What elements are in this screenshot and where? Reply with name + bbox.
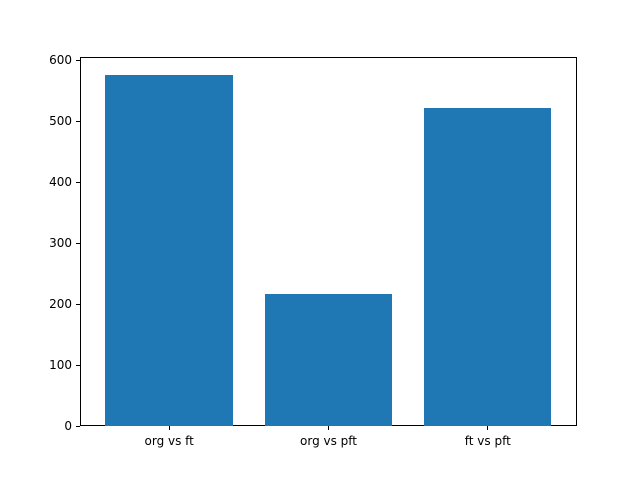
bar-ft-vs-pft xyxy=(424,107,552,426)
y-tick-mark xyxy=(76,120,80,122)
x-tick-mark xyxy=(487,426,489,430)
y-tick-label: 400 xyxy=(49,175,72,190)
y-tick-label: 100 xyxy=(49,358,72,372)
y-tick-label: 0 xyxy=(64,419,72,433)
x-tick-label-ft-vs-pft: ft vs pft xyxy=(464,434,511,448)
y-tick-mark xyxy=(76,425,80,427)
x-tick-label-org-vs-ft: org vs ft xyxy=(144,434,194,448)
bar-org-vs-ft xyxy=(105,75,233,426)
x-tick-label-org-vs-pft: org vs pft xyxy=(300,434,357,448)
y-tick-mark xyxy=(76,364,80,366)
y-tick-mark xyxy=(76,59,80,61)
y-tick-label: 500 xyxy=(49,114,72,129)
y-tick-label: 200 xyxy=(49,297,72,312)
y-tick-mark xyxy=(76,242,80,244)
y-tick-mark xyxy=(76,181,80,183)
x-tick-mark xyxy=(168,426,170,430)
y-tick-label: 300 xyxy=(49,236,72,251)
x-tick-mark xyxy=(328,426,329,430)
y-tick-label: 600 xyxy=(49,53,72,68)
bar-org-vs-pft xyxy=(264,294,393,426)
y-tick-mark xyxy=(76,303,80,305)
